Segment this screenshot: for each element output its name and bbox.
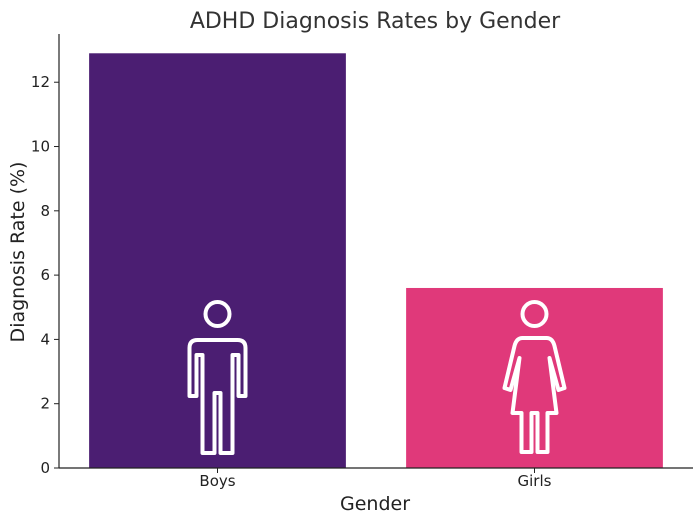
x-tick-label-girls: Girls [518,472,552,490]
y-tick-label-12: 12 [31,73,50,91]
x-ticks-group: Boys Girls [199,468,552,490]
y-ticks-group: 0 2 4 6 8 10 12 [31,73,59,477]
y-tick-label-10: 10 [31,138,50,156]
y-tick-label-2: 2 [40,395,50,413]
y-tick-label-4: 4 [40,330,50,348]
male-figure-icon [187,300,248,455]
x-axis-label: Gender [340,493,410,515]
y-tick-label-0: 0 [40,459,50,477]
x-tick-label-boys: Boys [199,472,235,490]
y-axis-label: Diagnosis Rate (%) [7,162,29,343]
icons-group [187,300,567,455]
chart-title: ADHD Diagnosis Rates by Gender [190,9,561,34]
bars-group [89,53,663,469]
bar-girls [406,287,663,468]
y-tick-label-8: 8 [40,202,50,220]
bar-boys [89,53,346,469]
female-figure-icon [502,300,567,454]
y-tick-label-6: 6 [40,266,50,284]
axes-group [58,34,693,469]
